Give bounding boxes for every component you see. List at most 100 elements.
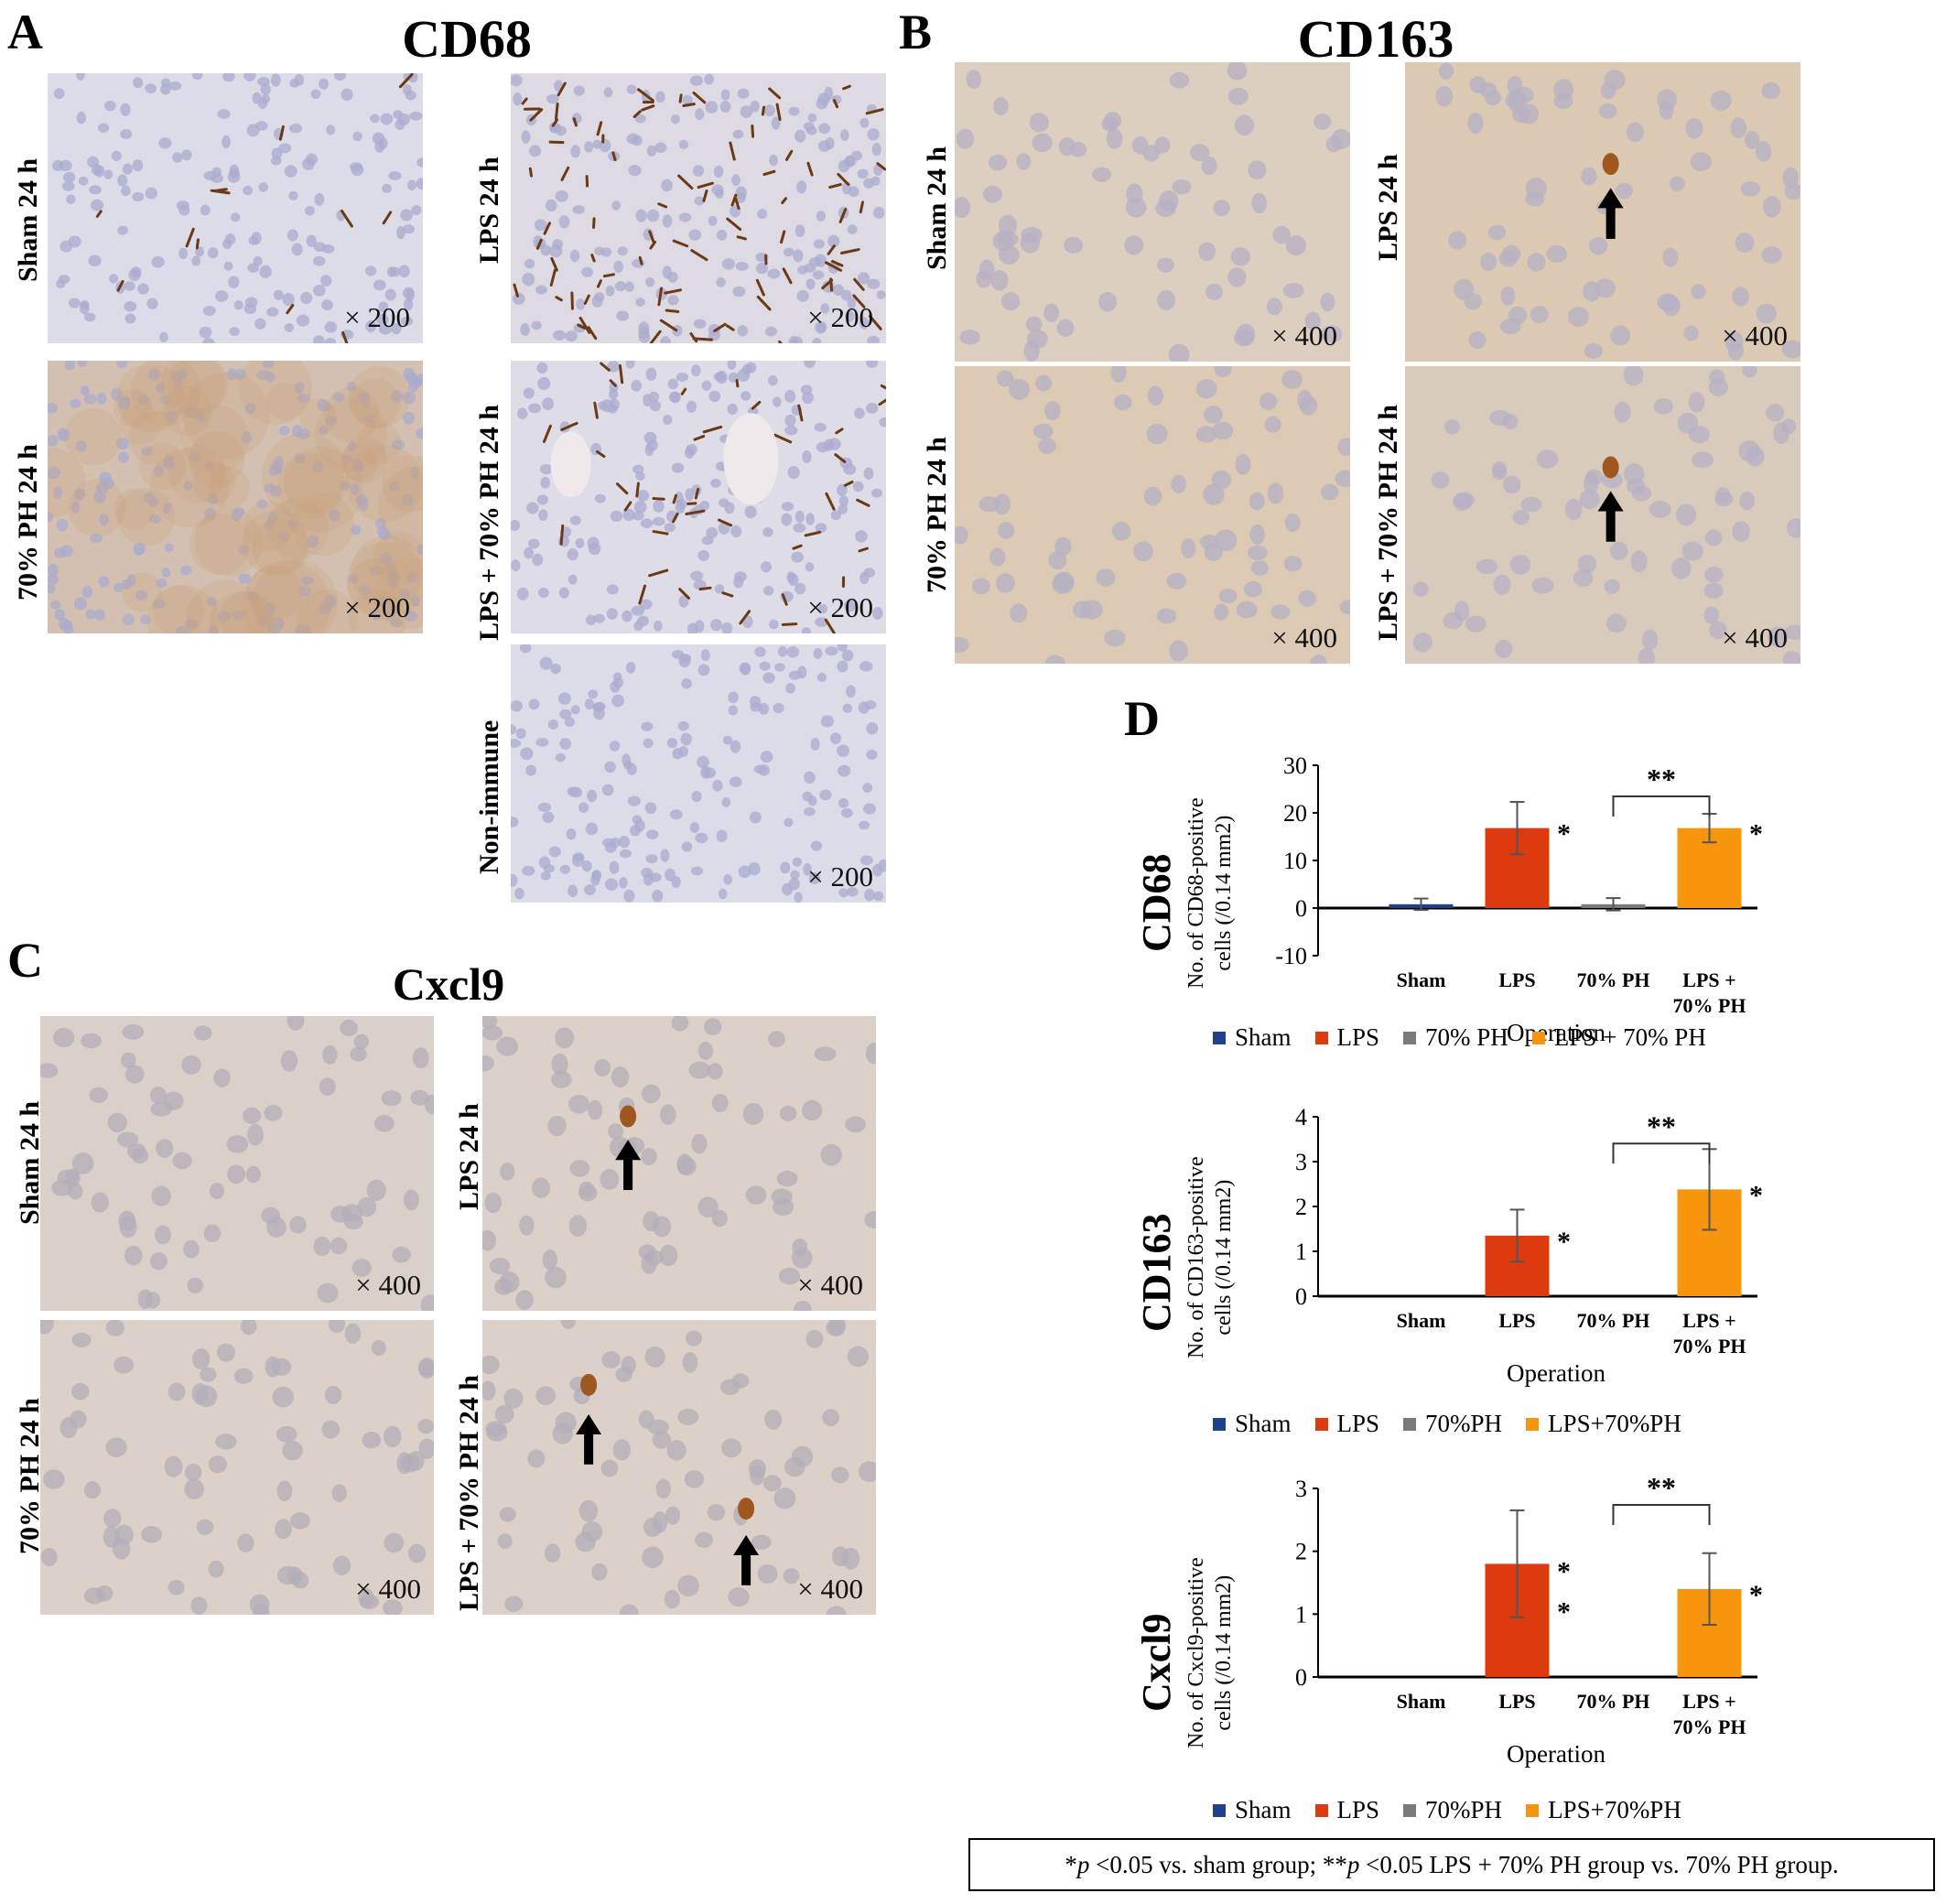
nucleus: [520, 747, 534, 761]
nucleus: [616, 310, 630, 321]
nucleus: [499, 1507, 516, 1522]
x-tick-label: Sham: [1397, 968, 1446, 991]
positive-cell: [868, 315, 882, 330]
nucleus: [243, 185, 254, 196]
nucleus: [652, 1431, 672, 1449]
positive-cell: [781, 622, 798, 626]
nucleus: [1198, 242, 1216, 262]
nucleus: [328, 509, 341, 522]
nucleus: [351, 1259, 372, 1277]
nucleus: [205, 461, 216, 471]
positive-cell: [602, 273, 616, 278]
brown-stain: [168, 361, 229, 416]
positive-cell: [762, 169, 776, 177]
nucleus: [1000, 292, 1021, 311]
nucleus: [988, 154, 1008, 171]
positive-cell: [735, 378, 740, 388]
nucleus: [76, 73, 85, 81]
nucleus: [48, 466, 60, 480]
positive-cell: [781, 197, 788, 205]
nucleus: [404, 1189, 419, 1211]
nucleus: [64, 361, 75, 371]
nucleus: [755, 262, 768, 275]
nucleus: [149, 1087, 168, 1104]
y-tick-label: 4: [1295, 1104, 1307, 1130]
micrograph-texture: [1435, 62, 1800, 361]
nucleus: [625, 661, 636, 674]
nucleus: [1259, 392, 1278, 411]
nucleus: [645, 829, 659, 839]
nucleus: [982, 185, 1002, 203]
nucleus: [195, 1385, 218, 1408]
nucleus: [857, 272, 870, 285]
nucleus: [412, 1047, 429, 1069]
nucleus: [1214, 366, 1232, 378]
nucleus: [1784, 624, 1800, 640]
nucleus: [358, 584, 373, 595]
brown-stain: [146, 585, 221, 633]
nucleus: [515, 728, 526, 740]
nucleus: [600, 1459, 619, 1477]
nucleus: [812, 270, 825, 280]
nucleus: [371, 1339, 386, 1357]
nucleus: [1448, 231, 1467, 250]
nucleus: [374, 518, 386, 529]
nucleus: [695, 1531, 714, 1548]
y-tick-label: 3: [1295, 1476, 1307, 1502]
brown-stain: [277, 446, 363, 532]
nucleus: [313, 335, 325, 343]
nucleus: [676, 373, 689, 382]
nucleus: [568, 1094, 589, 1114]
nucleus: [660, 336, 671, 343]
legend-swatch: [1213, 1031, 1226, 1044]
nucleus: [290, 1512, 310, 1530]
nucleus: [859, 820, 870, 830]
positive-cell: [560, 166, 570, 181]
nucleus: [288, 190, 298, 201]
nucleus: [681, 677, 692, 689]
nucleus: [482, 1380, 496, 1401]
nucleus: [89, 1087, 109, 1103]
nucleus: [111, 387, 123, 401]
nucleus: [872, 891, 884, 902]
nucleus: [1703, 582, 1724, 599]
nucleus: [68, 235, 81, 248]
positive-cell: [680, 387, 687, 395]
brown-stain: [113, 388, 153, 427]
nucleus: [549, 123, 562, 134]
brown-stain: [64, 407, 123, 466]
nucleus: [569, 249, 580, 263]
nucleus: [822, 1409, 839, 1427]
nucleus: [1709, 369, 1725, 384]
nucleus: [233, 368, 247, 380]
nucleus: [632, 511, 644, 521]
positive-cell: [577, 323, 587, 330]
nucleus: [183, 1239, 200, 1259]
positive-cell: [657, 202, 668, 209]
nucleus: [1251, 192, 1268, 214]
nucleus: [635, 298, 645, 307]
nucleus: [670, 391, 681, 404]
nucleus: [1649, 500, 1671, 518]
nucleus: [332, 392, 345, 402]
nucleus: [666, 1440, 687, 1461]
nucleus: [1157, 257, 1174, 273]
nucleus: [1029, 113, 1050, 133]
nucleus: [1553, 92, 1573, 110]
nucleus: [401, 493, 414, 506]
nucleus: [513, 92, 523, 106]
nucleus: [1272, 225, 1291, 244]
nucleus: [1227, 87, 1249, 105]
nucleus: [803, 806, 816, 817]
nucleus: [410, 595, 421, 607]
positive-cell: [636, 88, 654, 103]
nucleus: [1505, 91, 1527, 110]
nucleus: [48, 402, 59, 414]
nucleus: [742, 1102, 764, 1125]
positive-cell: [555, 296, 563, 302]
nucleus: [870, 488, 882, 498]
nucleus: [800, 384, 813, 395]
nucleus: [625, 361, 635, 369]
nucleus: [542, 397, 554, 411]
nucleus: [1493, 574, 1511, 596]
